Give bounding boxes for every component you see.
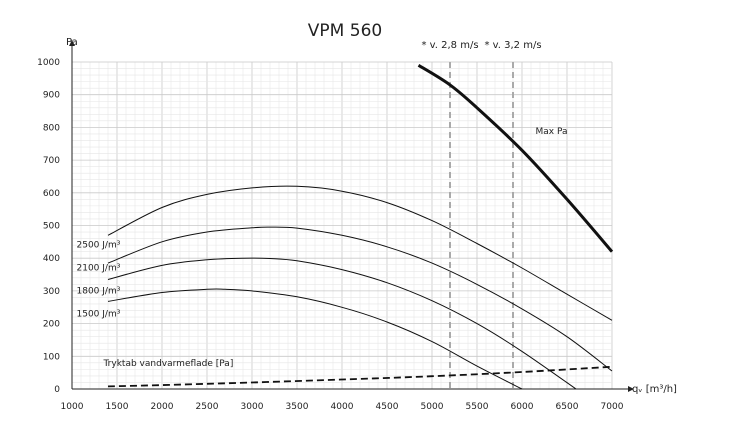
x-tick-label: 1500	[106, 402, 129, 412]
annotation-label: Max Pa	[536, 127, 568, 137]
annotation-label: 2100 J/m³	[77, 264, 121, 274]
x-tick-label: 2500	[196, 402, 219, 412]
y-tick-label: 800	[43, 123, 60, 133]
x-tick-label: 4000	[331, 402, 354, 412]
x-tick-label: 5000	[421, 402, 444, 412]
x-tick-label: 6500	[556, 402, 579, 412]
y-tick-label: 200	[43, 320, 60, 330]
series-line-max-pa	[417, 64, 614, 253]
y-tick-label: 500	[43, 222, 60, 232]
annotation-label: Tryktab vandvarmeflade [Pa]	[103, 359, 234, 369]
annotations: Max Pa 2500 J/m³ 2100 J/m³ 1800 J/m³ 1500 J/…	[77, 127, 568, 369]
tick-labels: 1000 1500 2000 2500 3000 3500 4000 4500 5000 5500…	[37, 58, 624, 412]
velocity-markers: * v. 2,8 m/s * v. 3,2 m/s	[421, 40, 542, 389]
x-tick-label: 2000	[151, 402, 174, 412]
x-tick-label: 5500	[466, 402, 489, 412]
y-tick-label: 0	[54, 385, 60, 395]
series-line-1800-j-m	[107, 257, 577, 390]
series-line-tryktab-vandvarmeflade-pa	[107, 365, 613, 388]
annotation-label: 1800 J/m³	[77, 287, 121, 297]
velocity-marker-label: * v. 2,8 m/s	[421, 40, 478, 51]
x-tick-label: 3000	[241, 402, 264, 412]
y-tick-label: 900	[43, 91, 60, 101]
series-line-1500-j-m	[107, 288, 523, 390]
y-axis-label: Pa	[66, 37, 78, 48]
x-tick-label: 1000	[61, 402, 84, 412]
x-tick-label: 7000	[601, 402, 624, 412]
series-line-2500-j-m	[107, 185, 613, 321]
annotation-label: 2500 J/m³	[77, 241, 121, 251]
y-tick-label: 1000	[37, 58, 60, 68]
x-axis-arrow	[628, 386, 634, 392]
velocity-marker-label: * v. 3,2 m/s	[484, 40, 541, 51]
x-tick-label: 3500	[286, 402, 309, 412]
y-tick-label: 700	[43, 156, 60, 166]
y-tick-label: 600	[43, 189, 60, 199]
chart-title: VPM 560	[308, 21, 382, 41]
series-line-2100-j-m	[107, 226, 613, 372]
y-tick-label: 100	[43, 352, 60, 362]
x-tick-label: 6000	[511, 402, 534, 412]
axes	[69, 40, 634, 392]
grid	[71, 61, 613, 390]
y-tick-label: 400	[43, 254, 60, 264]
x-axis-label: qᵥ [m³/h]	[632, 384, 677, 395]
y-tick-label: 300	[43, 287, 60, 297]
series-lines	[107, 64, 614, 390]
x-tick-label: 4500	[376, 402, 399, 412]
annotation-label: 1500 J/m³	[77, 309, 121, 319]
y-axis-arrow	[69, 40, 75, 46]
